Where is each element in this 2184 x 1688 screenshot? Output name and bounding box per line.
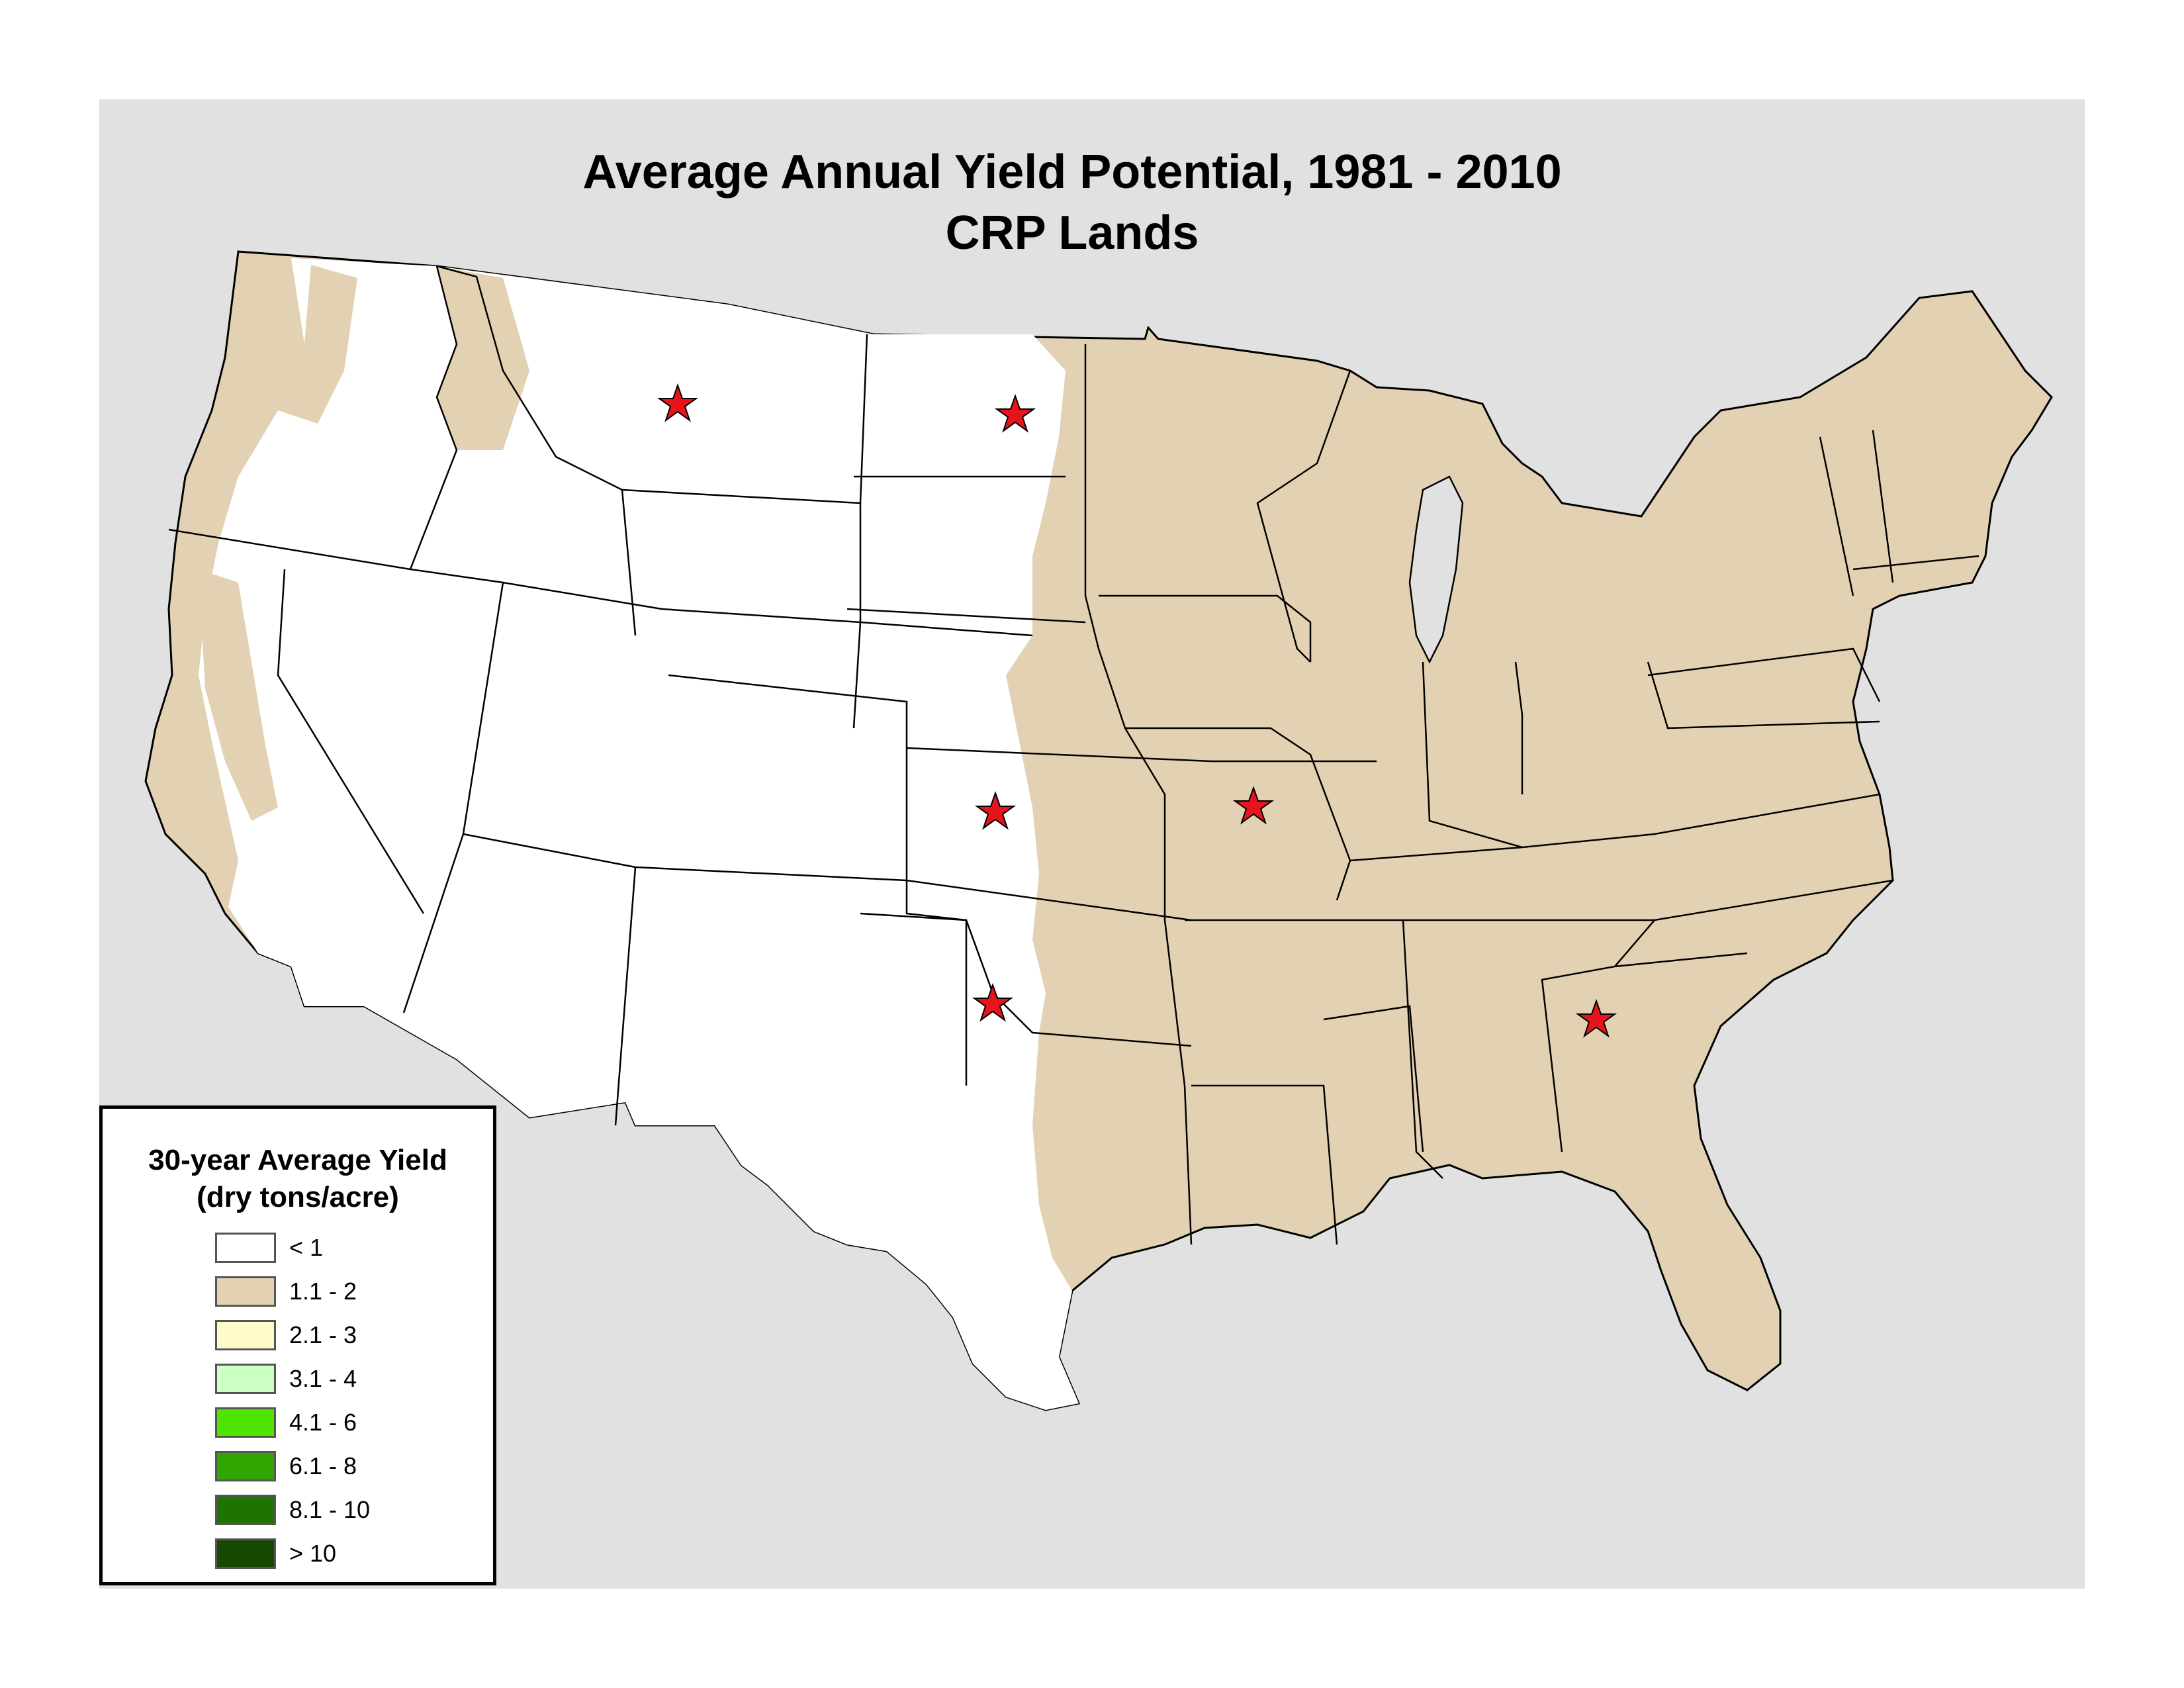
legend-swatch <box>215 1495 276 1525</box>
northwest-tan-patch <box>278 265 357 424</box>
legend-item: < 1 <box>215 1231 323 1264</box>
legend-item: 1.1 - 2 <box>215 1275 357 1308</box>
legend-label: 6.1 - 8 <box>289 1452 357 1479</box>
star-marker <box>657 383 699 422</box>
legend-item: > 10 <box>215 1537 336 1570</box>
legend-item: 4.1 - 6 <box>215 1406 357 1439</box>
lake-michigan <box>1408 475 1464 664</box>
legend-item: 6.1 - 8 <box>215 1450 357 1483</box>
legend-item: 2.1 - 3 <box>215 1319 357 1352</box>
legend-item: 3.1 - 4 <box>215 1362 357 1395</box>
legend-swatch <box>215 1451 276 1481</box>
legend-swatch <box>215 1364 276 1394</box>
legend-label: 2.1 - 3 <box>289 1321 357 1348</box>
legend-swatch <box>215 1320 276 1350</box>
legend-label: 1.1 - 2 <box>289 1278 357 1305</box>
map-subtitle: CRP Lands <box>945 207 1199 259</box>
legend: 30-year Average Yield (dry tons/acre) < … <box>99 1105 496 1585</box>
legend-label: 3.1 - 4 <box>289 1365 357 1392</box>
legend-swatch <box>215 1233 276 1263</box>
legend-label: < 1 <box>289 1234 324 1261</box>
star-marker <box>1575 998 1617 1038</box>
star-marker <box>1232 785 1275 825</box>
legend-label: 8.1 - 10 <box>289 1496 371 1523</box>
star-marker <box>972 982 1014 1022</box>
legend-item: 8.1 - 10 <box>215 1493 370 1526</box>
legend-swatch <box>215 1538 276 1569</box>
legend-title: 30-year Average Yield (dry tons/acre) <box>103 1142 493 1216</box>
legend-label: > 10 <box>289 1540 337 1567</box>
legend-swatch <box>215 1276 276 1307</box>
legend-swatch <box>215 1407 276 1438</box>
marker-stars <box>657 383 1617 1038</box>
legend-title-line1: 30-year Average Yield <box>148 1144 447 1176</box>
star-marker <box>974 790 1017 830</box>
california-tan-patch <box>199 569 278 821</box>
idaho-tan-patch <box>437 266 529 450</box>
legend-title-line2: (dry tons/acre) <box>197 1181 399 1213</box>
state-borders <box>168 265 1979 1245</box>
star-marker <box>994 393 1036 433</box>
map-title: Average Annual Yield Potential, 1981 - 2… <box>582 146 1562 199</box>
legend-label: 4.1 - 6 <box>289 1409 357 1436</box>
